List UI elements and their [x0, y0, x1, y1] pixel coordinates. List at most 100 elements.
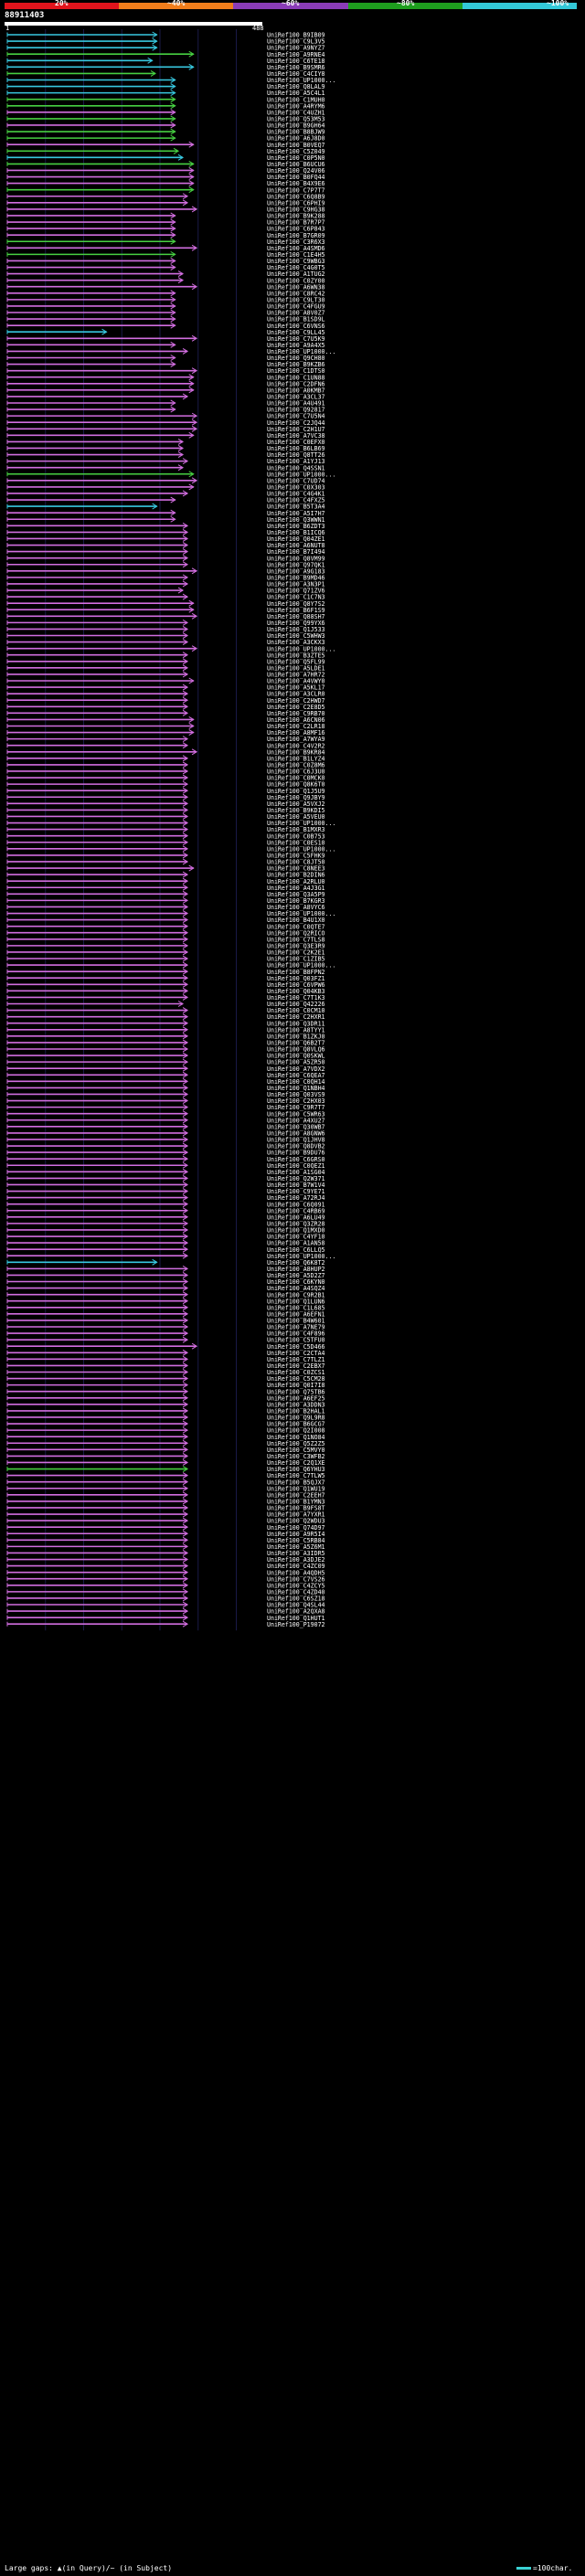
- hit-row[interactable]: UniRef100_Q71ZV6: [6, 587, 325, 595]
- hit-row[interactable]: UniRef100_C4ZCY5: [6, 1582, 325, 1589]
- hit-row[interactable]: UniRef100_Q24V06: [6, 167, 325, 175]
- hit-row[interactable]: UniRef100_C7U5N4: [6, 412, 325, 420]
- hit-row[interactable]: UniRef100_B9SMR6: [6, 63, 325, 71]
- hit-row[interactable]: UniRef100_UP1000...: [6, 961, 335, 970]
- hit-row[interactable]: UniRef100_C6KYN0: [6, 1278, 325, 1286]
- hit-row[interactable]: UniRef100_A1TUG2: [6, 270, 325, 278]
- hit-row[interactable]: UniRef100_Q3E3R9: [6, 942, 325, 949]
- hit-row[interactable]: UniRef100_B1MXR3: [6, 826, 325, 833]
- hit-row[interactable]: UniRef100_C5Z049: [6, 147, 325, 155]
- hit-row[interactable]: UniRef100_C1ZIB5: [6, 955, 325, 963]
- hit-row[interactable]: UniRef100_C4F896: [6, 1330, 325, 1338]
- hit-row[interactable]: UniRef100_A4U491: [6, 399, 325, 408]
- hit-row[interactable]: UniRef100_C2HWD7: [6, 696, 325, 705]
- hit-row[interactable]: UniRef100_B5T3A4: [6, 503, 325, 511]
- hit-row[interactable]: UniRef100_C2HXR1: [6, 1013, 325, 1021]
- hit-row[interactable]: UniRef100_C7TLS8: [6, 936, 325, 943]
- hit-row[interactable]: UniRef100_A3CLR0: [6, 690, 325, 698]
- hit-row[interactable]: UniRef100_A5KL17: [6, 684, 325, 692]
- hit-row[interactable]: UniRef100_C9WBG3: [6, 258, 325, 265]
- hit-row[interactable]: UniRef100_C1C7N3: [6, 593, 325, 601]
- hit-row[interactable]: UniRef100_C0QTE7: [6, 923, 325, 930]
- hit-row[interactable]: UniRef100_C5MVY0: [6, 1446, 325, 1454]
- hit-row[interactable]: UniRef100_A3DJE2: [6, 1556, 325, 1564]
- hit-row[interactable]: UniRef100_UP1000...: [6, 471, 335, 478]
- hit-row[interactable]: UniRef100_Q4SSN1: [6, 464, 325, 472]
- hit-row[interactable]: UniRef100_B9FS8T: [6, 1504, 325, 1512]
- hit-row[interactable]: UniRef100_Q3ZR28: [6, 1220, 325, 1227]
- hit-row[interactable]: UniRef100_B6ZDT3: [6, 522, 325, 530]
- hit-row[interactable]: UniRef100_UP1000...: [6, 820, 335, 827]
- hit-row[interactable]: UniRef100_B8BJW9: [6, 128, 325, 136]
- hit-row[interactable]: UniRef100_A4XU27: [6, 1117, 325, 1124]
- hit-row[interactable]: UniRef100_A7YXR1: [6, 1511, 325, 1519]
- hit-row[interactable]: UniRef100_Q5Z2Z5: [6, 1439, 325, 1447]
- hit-row[interactable]: UniRef100_C5D466: [6, 1342, 325, 1351]
- hit-row[interactable]: UniRef100_Q30WB7: [6, 1123, 325, 1130]
- hit-row[interactable]: UniRef100_C4G0T5: [6, 264, 325, 271]
- hit-row[interactable]: UniRef100_Q6K8T2: [6, 1258, 325, 1267]
- hit-row[interactable]: UniRef100_C9R7T7: [6, 1104, 325, 1111]
- hit-row[interactable]: UniRef100_C6Q8B9: [6, 193, 325, 200]
- hit-row[interactable]: UniRef100_B2DIN6: [6, 871, 325, 879]
- hit-row[interactable]: UniRef100_A6EFN1: [6, 1310, 325, 1318]
- hit-row[interactable]: UniRef100_A1SG04: [6, 1168, 325, 1176]
- hit-row[interactable]: UniRef100_Q1JHV8: [6, 1136, 325, 1144]
- hit-row[interactable]: UniRef100_Q74D97: [6, 1523, 325, 1532]
- hit-row[interactable]: UniRef100_B9MD46: [6, 574, 325, 581]
- hit-row[interactable]: UniRef100_B6GCG7: [6, 1420, 325, 1428]
- hit-row[interactable]: UniRef100_A5D2Z7: [6, 1272, 325, 1279]
- hit-row[interactable]: UniRef100_B9KDI5: [6, 806, 325, 814]
- hit-row[interactable]: UniRef100_P19072: [6, 1620, 325, 1628]
- hit-row[interactable]: UniRef100_A8GNW6: [6, 1129, 325, 1138]
- hit-row[interactable]: UniRef100_C7UD74: [6, 477, 325, 484]
- hit-row[interactable]: UniRef100_C5CM28: [6, 1375, 325, 1383]
- hit-row[interactable]: UniRef100_A4SMD6: [6, 244, 325, 252]
- hit-row[interactable]: UniRef100_B0FQ44: [6, 174, 325, 181]
- hit-row[interactable]: UniRef100_B0VEQ7: [6, 141, 325, 149]
- hit-row[interactable]: UniRef100_C0EFX0: [6, 438, 325, 446]
- hit-row[interactable]: UniRef100_C6Q091: [6, 1201, 325, 1208]
- hit-row[interactable]: UniRef100_Q42226: [6, 1001, 325, 1008]
- hit-row[interactable]: UniRef100_B7I494: [6, 548, 325, 556]
- hit-row[interactable]: UniRef100_Q8Y7S2: [6, 599, 325, 608]
- hit-row[interactable]: UniRef100_A2RLU0: [6, 877, 325, 885]
- hit-row[interactable]: UniRef100_Q8VLQ6: [6, 1045, 325, 1054]
- hit-row[interactable]: UniRef100_Q0I7I8: [6, 1382, 325, 1389]
- hit-row[interactable]: UniRef100_C4ZC09: [6, 1563, 325, 1570]
- hit-row[interactable]: UniRef100_Q04KB3: [6, 987, 325, 995]
- hit-row[interactable]: UniRef100_C4UZH1: [6, 109, 325, 116]
- hit-row[interactable]: UniRef100_A7VDX2: [6, 1065, 325, 1073]
- hit-row[interactable]: UniRef100_C3WFB2: [6, 1452, 325, 1460]
- hit-row[interactable]: UniRef100_C6GRS0: [6, 1155, 325, 1163]
- hit-row[interactable]: UniRef100_B1ICQ6: [6, 528, 325, 536]
- hit-row[interactable]: UniRef100_B9DU76: [6, 1149, 325, 1157]
- hit-row[interactable]: UniRef100_A8HUP2: [6, 1265, 325, 1273]
- hit-row[interactable]: UniRef100_B4U1X0: [6, 917, 325, 924]
- hit-row[interactable]: UniRef100_B9K288: [6, 212, 325, 220]
- hit-row[interactable]: UniRef100_C0Z8M6: [6, 761, 325, 769]
- hit-row[interactable]: UniRef100_C6VPW6: [6, 981, 325, 989]
- hit-row[interactable]: UniRef100_C7T1K3: [6, 994, 325, 1002]
- hit-row[interactable]: UniRef100_A5VXJ2: [6, 800, 325, 808]
- hit-row[interactable]: UniRef100_C6P843: [6, 225, 325, 233]
- hit-row[interactable]: UniRef100_Q8TT26: [6, 451, 325, 459]
- hit-row[interactable]: UniRef100_A6LU49: [6, 1214, 325, 1221]
- hit-row[interactable]: UniRef100_B1YMN3: [6, 1498, 325, 1505]
- hit-row[interactable]: UniRef100_A5ZR50: [6, 1058, 325, 1066]
- hit-row[interactable]: UniRef100_A7WYA9: [6, 736, 325, 743]
- hit-row[interactable]: UniRef100_C2LR18: [6, 723, 325, 730]
- hit-row[interactable]: UniRef100_Q2W371: [6, 1174, 325, 1182]
- hit-row[interactable]: UniRef100_C5WR63: [6, 1110, 325, 1118]
- hit-row[interactable]: UniRef100_A1AN58: [6, 1239, 325, 1247]
- hit-row[interactable]: UniRef100_C9L3V5: [6, 37, 325, 46]
- hit-row[interactable]: UniRef100_C0CM10: [6, 1007, 325, 1014]
- hit-row[interactable]: UniRef100_A3CKX3: [6, 639, 325, 646]
- hit-row[interactable]: UniRef100_A6J8D0: [6, 134, 325, 143]
- hit-row[interactable]: UniRef100_C5WHW3: [6, 632, 325, 640]
- hit-row[interactable]: UniRef100_Q9CH80: [6, 355, 325, 362]
- hit-row[interactable]: UniRef100_B8FPN2: [6, 968, 325, 976]
- hit-row[interactable]: UniRef100_C6PHI9: [6, 199, 325, 207]
- hit-row[interactable]: UniRef100_C0P5N0: [6, 154, 325, 162]
- hit-row[interactable]: UniRef100_B7GR09: [6, 231, 325, 239]
